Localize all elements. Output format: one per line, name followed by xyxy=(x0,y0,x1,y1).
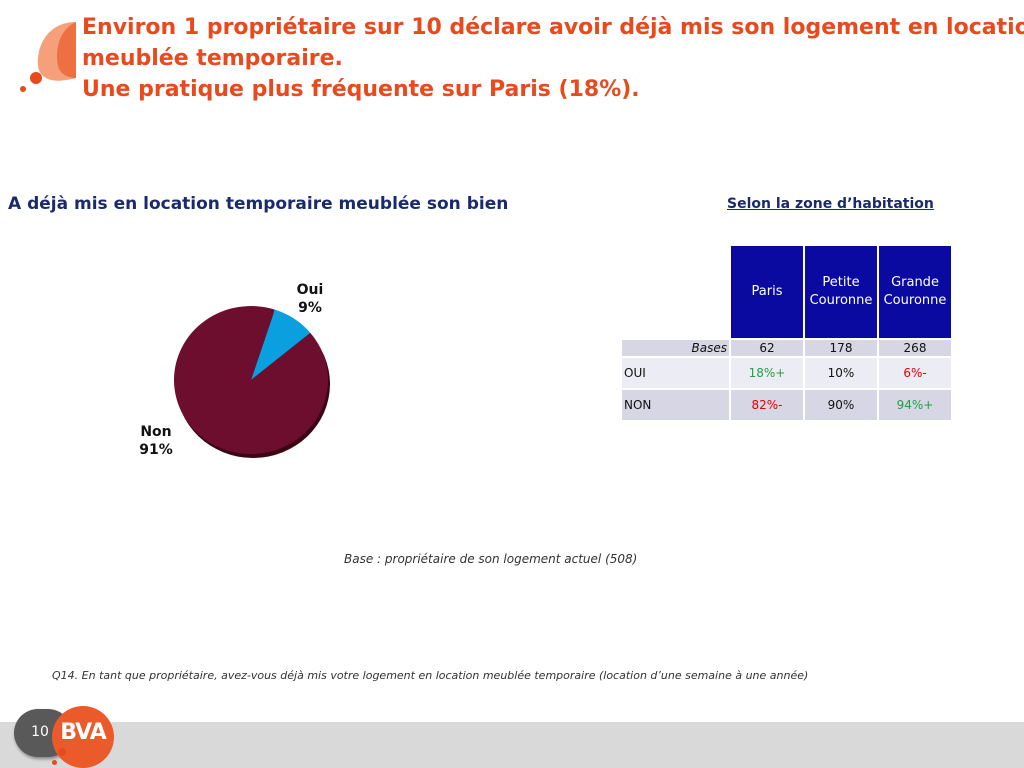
pie-label-value: 9% xyxy=(298,300,322,316)
column-header-grande-couronne: Grande Couronne xyxy=(879,246,951,338)
table-cell: 268 xyxy=(879,340,951,356)
bva-logo-text: BVA xyxy=(60,720,106,745)
column-header-line: Couronne xyxy=(883,293,947,308)
table-cell: 94%+ xyxy=(879,390,951,420)
table-cell: 178 xyxy=(805,340,877,356)
column-header-line: Petite xyxy=(822,275,860,290)
pie-slice-non xyxy=(173,306,328,454)
column-header-line: Grande xyxy=(891,275,939,290)
title-line: meublée temporaire. xyxy=(82,46,343,71)
brand-dot-icon xyxy=(52,760,57,765)
pie-label-value: 91% xyxy=(139,442,173,458)
table-header-row: Paris Petite Couronne Grande Couronne xyxy=(622,246,951,338)
pie-label-category: Non xyxy=(140,424,172,440)
bva-logo xyxy=(52,706,114,768)
column-header-paris: Paris xyxy=(731,246,803,338)
table-cell: 62 xyxy=(731,340,803,356)
question-text: Q14. En tant que propriétaire, avez-vous… xyxy=(52,669,809,682)
pie-slice-oui xyxy=(251,309,311,380)
zone-table: Paris Petite Couronne Grande Couronne Base… xyxy=(620,244,953,422)
table-cell: 18%+ xyxy=(731,358,803,388)
row-label: NON xyxy=(622,390,729,420)
page-title: Environ 1 propriétaire sur 10 déclare av… xyxy=(82,12,1024,105)
row-label: Bases xyxy=(622,340,729,356)
base-note: Base : propriétaire de son logement actu… xyxy=(344,552,638,566)
title-line: Une pratique plus fréquente sur Paris (1… xyxy=(82,77,640,102)
brand-dot-icon xyxy=(20,86,26,92)
table-corner-cell xyxy=(622,246,729,338)
pie-label-category: Oui xyxy=(296,282,324,298)
table-row-bases: Bases 62 178 268 xyxy=(622,340,951,356)
pie-chart-title: A déjà mis en location temporaire meublé… xyxy=(8,194,509,214)
row-label: OUI xyxy=(622,358,729,388)
column-header-line: Couronne xyxy=(809,293,873,308)
table-title: Selon la zone d’habitation xyxy=(727,196,934,212)
brand-dot-icon xyxy=(30,72,42,84)
column-header-line: Paris xyxy=(751,284,783,299)
table-cell: 82%- xyxy=(731,390,803,420)
pie-label-oui: Oui 9% xyxy=(288,281,332,317)
table-cell: 6%- xyxy=(879,358,951,388)
table-row-non: NON 82%- 90% 94%+ xyxy=(622,390,951,420)
brand-dot-icon xyxy=(58,748,66,756)
title-line: Environ 1 propriétaire sur 10 déclare av… xyxy=(82,15,1024,40)
table-cell: 90% xyxy=(805,390,877,420)
pie-label-non: Non 91% xyxy=(132,423,180,459)
footer-bar xyxy=(0,722,1024,768)
brand-swirl-icon xyxy=(37,22,76,81)
column-header-petite-couronne: Petite Couronne xyxy=(805,246,877,338)
pie-chart xyxy=(173,306,330,458)
table-row-oui: OUI 18%+ 10% 6%- xyxy=(622,358,951,388)
page-number: 10 xyxy=(31,724,49,740)
table-cell: 10% xyxy=(805,358,877,388)
